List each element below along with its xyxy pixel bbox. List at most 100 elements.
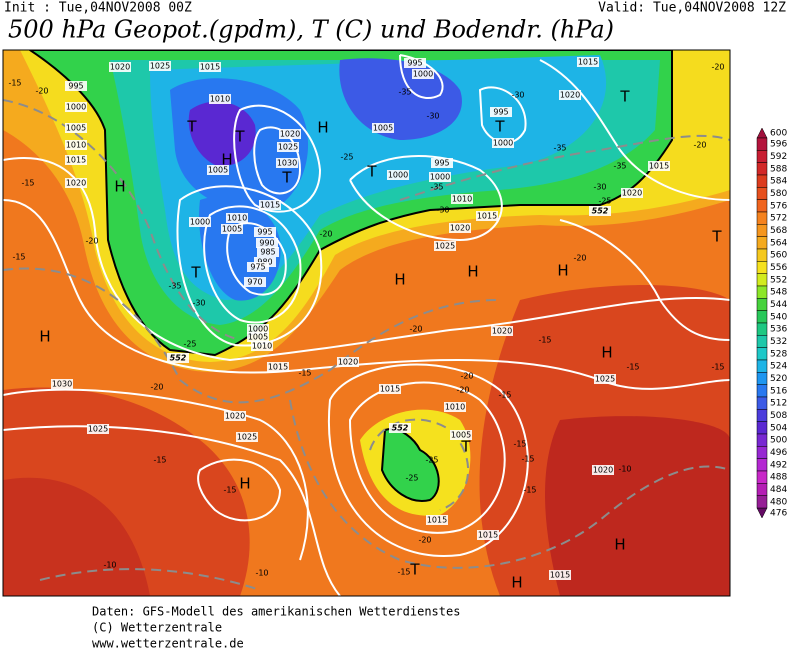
pressure-center: H: [467, 263, 478, 281]
isobar-label: 1015: [260, 201, 280, 210]
label-box: [444, 402, 466, 412]
temperature-label: -25: [340, 153, 353, 162]
isobar-label: 1020: [338, 358, 358, 367]
temperature-label: -15: [8, 79, 21, 88]
temperature-label: -20: [319, 230, 332, 239]
pressure-center: T: [460, 438, 471, 456]
warm-area: [3, 477, 150, 596]
isobar-label: 1020: [110, 63, 130, 72]
isobar-label: 1020: [450, 224, 470, 233]
label-box: [592, 465, 614, 475]
isobar: [539, 59, 730, 201]
colorbar-label: 548: [770, 288, 787, 298]
label-box: [65, 140, 87, 150]
isobar-label: 1010: [252, 342, 272, 351]
label-box: [251, 341, 273, 351]
temperature-label: -15: [538, 336, 551, 345]
pressure-center: H: [394, 271, 405, 289]
pressure-center: T: [366, 163, 377, 181]
isobar: [348, 381, 506, 534]
label-box: [276, 158, 298, 168]
cutoff-area: [380, 428, 440, 502]
label-box: [65, 81, 87, 91]
label-box: [449, 223, 471, 233]
colorbar-cell: [756, 433, 768, 447]
isotherm: [39, 568, 261, 591]
temperature-label: -20: [456, 386, 469, 395]
colorbar-cell: [756, 396, 768, 410]
isobar-label: 1005: [451, 431, 471, 440]
isobar-label: 1025: [150, 62, 170, 71]
colorbar-cell: [756, 470, 768, 484]
label-box: [199, 62, 221, 72]
height-label: 552: [392, 424, 409, 433]
init-time: Init : Tue,04NOV2008 00Z: [4, 1, 192, 16]
colorbar-label: 488: [770, 473, 787, 483]
label-box: [221, 224, 243, 234]
temperature-label: -15: [711, 363, 724, 372]
label-box: [379, 384, 401, 394]
footer-copyright: (C) Wetterzentrale: [92, 621, 222, 635]
label-box: [450, 430, 472, 440]
isobar-label: 995: [434, 159, 449, 168]
isobar: [176, 185, 323, 347]
colorbar-label: 576: [770, 201, 787, 211]
colorbar-cell: [756, 224, 768, 237]
isobar-label: 1000: [248, 325, 268, 334]
isobar: [233, 104, 322, 213]
label-box: [244, 277, 266, 287]
isobar-label: 995: [407, 59, 422, 68]
label-box: [589, 206, 611, 216]
temperature-label: -35: [430, 183, 443, 192]
temperature-label: -25: [598, 197, 611, 206]
colorbar-cell: [756, 236, 768, 250]
colorbar-label: 492: [770, 460, 787, 470]
colorbar-cell: [756, 322, 768, 336]
colorbar-cap: [756, 507, 768, 519]
pressure-center: T: [494, 118, 505, 136]
isobar: [478, 86, 527, 144]
pressure-center: H: [239, 475, 250, 493]
colorbar-cell: [756, 359, 768, 373]
label-box: [412, 69, 434, 79]
temperature-label: -25: [183, 340, 196, 349]
temperature-label: -20: [35, 87, 48, 96]
label-box: [491, 326, 513, 336]
colorbar-cell: [756, 162, 768, 176]
colorbar-cell: [756, 409, 768, 422]
pressure-center: T: [711, 228, 722, 246]
colorbar-cap: [756, 127, 768, 139]
colorbar-label: 496: [770, 448, 787, 458]
colorbar-label: 504: [770, 423, 787, 433]
temperature-label: -20: [573, 254, 586, 263]
label-box: [476, 211, 498, 221]
temperature-label: -15: [298, 369, 311, 378]
temperature-label: -10: [103, 561, 116, 570]
colorbar-cell: [756, 347, 768, 361]
label-box: [65, 178, 87, 188]
isobar: [203, 205, 302, 324]
pressure-center: H: [614, 536, 625, 554]
colorbar-label: 508: [770, 411, 787, 421]
isobar-label: 1010: [452, 195, 472, 204]
colorbar-label: 596: [770, 140, 787, 150]
isobar: [3, 388, 309, 561]
isobar-label: 1025: [278, 143, 298, 152]
isobar-label: 1025: [88, 425, 108, 434]
isobar-label: 1015: [427, 516, 447, 525]
label-box: [426, 515, 448, 525]
isobar-label: 1000: [493, 139, 513, 148]
label-box: [404, 58, 426, 68]
colorbar-cell: [756, 261, 768, 274]
colorbar-label: 528: [770, 349, 787, 359]
temperature-label: -30: [593, 183, 606, 192]
colorbar-label: 588: [770, 164, 787, 174]
pressure-center: T: [409, 561, 420, 579]
isobar-label: 970: [247, 278, 262, 287]
label-box: [51, 379, 73, 389]
colorbar-cell: [756, 335, 768, 348]
label-box: [559, 90, 581, 100]
isobar-label: 1005: [373, 124, 393, 133]
colorbar-cell: [756, 421, 768, 435]
